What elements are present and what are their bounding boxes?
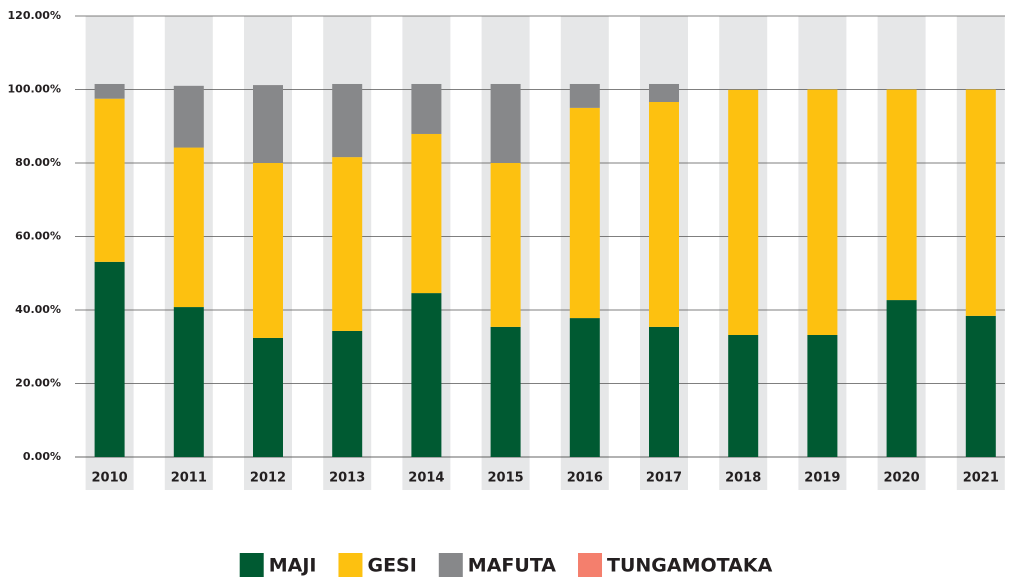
legend-label: MAFUTA — [468, 555, 557, 577]
y-tick-label: 100.00% — [8, 83, 61, 96]
bar-segment — [94, 98, 125, 262]
bar-segment — [965, 315, 996, 457]
y-tick-label: 0.00% — [23, 450, 61, 463]
bar-segment — [173, 85, 204, 148]
bar-segment — [173, 147, 204, 308]
bar-segment — [569, 107, 600, 319]
bar-segment — [332, 330, 363, 457]
bar-segment — [649, 326, 679, 457]
y-tick-label: 40.00% — [15, 303, 61, 316]
y-tick-label: 20.00% — [15, 377, 61, 390]
legend-label: GESI — [367, 555, 416, 577]
bar-segment — [94, 83, 125, 99]
legend-swatch — [239, 553, 264, 577]
y-tick-label: 120.00% — [8, 9, 61, 22]
bar-segment — [253, 85, 283, 163]
bar-segment — [253, 337, 283, 457]
bar-segment — [965, 89, 996, 316]
bar-segment — [649, 83, 679, 102]
bar-segment — [173, 307, 204, 457]
x-tick-label: 2012 — [250, 471, 286, 486]
bar-segment — [807, 89, 838, 335]
x-tick-label: 2017 — [646, 471, 682, 486]
x-tick-label: 2016 — [567, 471, 603, 486]
x-tick-label: 2014 — [408, 471, 444, 486]
x-tick-label: 2015 — [488, 471, 524, 486]
legend-swatch — [438, 553, 463, 577]
x-tick-label: 2019 — [804, 471, 840, 486]
bar-segment — [569, 318, 600, 457]
bar-segment — [253, 163, 283, 338]
y-tick-label: 80.00% — [15, 156, 61, 169]
y-tick-label: 60.00% — [15, 230, 61, 243]
x-tick-label: 2018 — [725, 471, 761, 486]
bar-segment — [649, 101, 679, 327]
legend-label: MAJI — [269, 555, 317, 577]
bar-segment — [490, 163, 521, 327]
bar-segment — [94, 261, 125, 457]
bar-segment — [411, 83, 442, 134]
x-tick-label: 2013 — [329, 471, 365, 486]
x-tick-label: 2011 — [171, 471, 207, 486]
x-tick-label: 2020 — [884, 471, 920, 486]
bar-segment — [332, 83, 363, 158]
bar-segment — [569, 83, 600, 108]
legend-swatch — [338, 553, 363, 577]
bar-segment — [886, 300, 917, 457]
bar-segment — [490, 83, 521, 163]
bar-segment — [411, 293, 442, 457]
legend-label: TUNGAMOTAKA — [607, 555, 773, 577]
legend-swatch — [578, 553, 603, 577]
bar-segment — [411, 133, 442, 294]
bar-segment — [807, 334, 838, 457]
x-tick-label: 2021 — [963, 471, 999, 486]
bar-segment — [332, 157, 363, 331]
bar-segment — [728, 89, 759, 335]
legend: MAJI GESI MAFUTA TUNGAMOTAKA — [239, 553, 773, 577]
x-tick-label: 2010 — [92, 471, 128, 486]
bar-segment — [490, 326, 521, 457]
bar-segment — [886, 89, 917, 301]
bar-segment — [728, 334, 759, 457]
